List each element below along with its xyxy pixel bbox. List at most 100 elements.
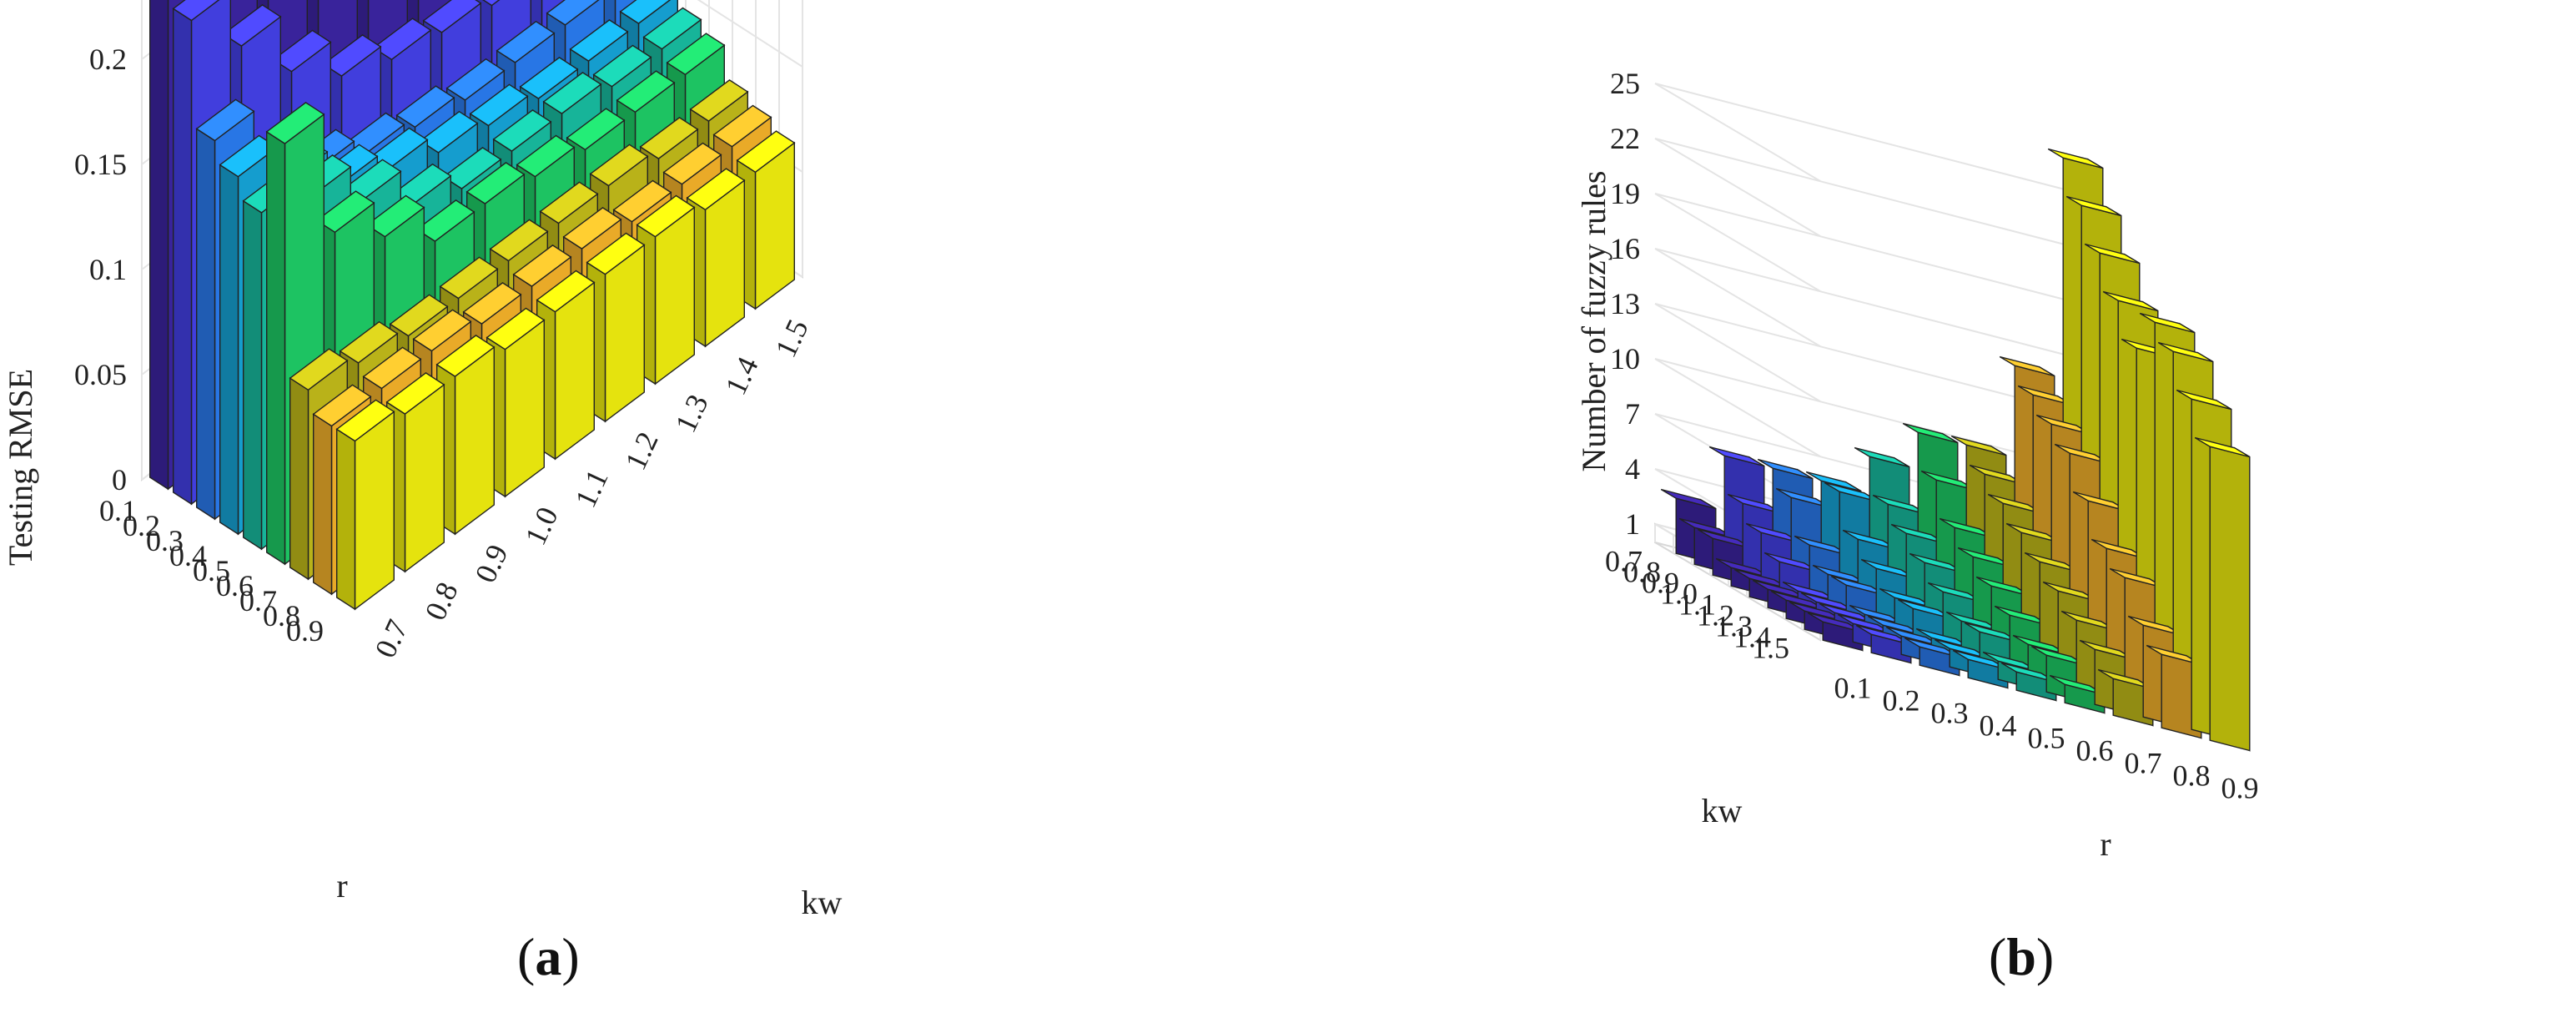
caption-a: (a) [517,926,580,988]
bar-top-face [389,294,449,337]
kw-axis-title: kw [802,884,843,918]
z-tick-label: 0.2 [89,43,127,76]
r-tick-label: 0.7 [2125,747,2162,780]
bar-top-face [586,232,646,275]
kw-tick-label: 1.1 [1678,588,1716,622]
kw-tick-label: 0.9 [1642,567,1679,600]
z-axis-title: Number of fuzzy rules [1575,171,1613,472]
z-tick-label: 16 [1610,232,1640,265]
bar-top-face [439,256,499,300]
r-tick-label: 0.2 [123,509,160,542]
bar-top-face [689,79,749,122]
grid-line [1654,248,2091,362]
kw-tick-label: 0.8 [418,577,464,626]
bar-front-face [243,199,263,551]
r-tick-label: 0.8 [2173,759,2211,793]
bar-top-face [489,219,549,262]
bar-top-face [546,0,600,26]
grid-line [1654,193,2091,307]
bar [385,372,445,573]
bar-top-face [335,399,395,442]
kw-axis-title: kw [1702,792,1743,829]
kw-tick-label: 0.7 [1605,545,1643,578]
bar [335,399,395,611]
bar-top-face [412,309,472,352]
bar-side-face [604,244,645,423]
bar-front-face [195,128,216,521]
grid-line [1654,248,1821,347]
bar-top-face [662,142,722,185]
bar-top-face [639,117,699,159]
r-tick-label: 0.8 [263,599,300,632]
grid-line [697,0,803,68]
bar-top-face [712,104,772,148]
r-tick-label: 0.9 [286,614,324,648]
kw-tick-label: 0.7 [368,615,414,663]
grid-line [1654,138,1821,237]
bar-top-face [445,58,506,101]
kw-tick-label: 1.5 [1752,632,1789,665]
grid-line [1654,358,1821,457]
bar-top-face [589,144,649,187]
bar-top-face [1805,471,1862,492]
bar-top-face [592,44,652,88]
z-axis-title: Testing RMSE [2,369,39,566]
bar-top-face [566,108,626,151]
bar-top-face [539,181,599,224]
kw-tick-label: 1.0 [1660,577,1698,611]
caption-open: ( [517,927,536,986]
bar-top-face [469,83,529,127]
bar-top-face [195,98,255,142]
bar-top-face [686,168,746,211]
bar [586,232,646,423]
bar-side-face [354,410,395,611]
bar-top-face [2194,436,2251,458]
bar-side-face [654,206,695,386]
bar-top-face [619,0,672,24]
r-tick-label: 0.9 [2221,772,2259,805]
bar-side-face [404,383,445,573]
caption-open: ( [1989,927,2007,986]
bar-side-face [454,345,495,536]
bar-top-face [222,4,282,47]
z-tick-label: 22 [1610,122,1640,155]
bar-top-face [736,130,796,174]
bar-top-face [465,162,526,204]
bar-front-face [313,413,333,596]
bar-top-face [512,244,572,287]
bar-top-face [312,384,372,427]
bar [435,335,496,536]
caption-close: ) [2035,927,2055,986]
bar-top-face [1708,446,1765,467]
bar-front-face [336,428,356,611]
bar-top-face [435,335,496,377]
bar [686,168,746,348]
bar-top-face [1757,458,1814,480]
bar [536,270,596,461]
caption-b: (b) [1989,926,2054,988]
bar-top-face [2102,290,2159,312]
bar-front-face [266,130,286,566]
bar-top-face [419,110,479,154]
bar-top-face [1950,435,2007,456]
caption-letter: b [2006,927,2036,986]
bar-top-face [492,109,552,152]
bar-top-face [339,320,399,364]
grid-line [1654,193,1821,292]
r-tick-label: 0.5 [2028,722,2065,755]
kw-tick-label: 1.5 [768,315,814,363]
bar-side-face [504,319,545,498]
bar-top-face [365,194,425,238]
bar-top-face [2084,243,2141,265]
z-tick-label: 7 [1625,397,1640,431]
bar-top-face [2047,148,2104,169]
z-tick-label: 0 [112,463,127,496]
r-tick-label: 0.4 [169,539,207,572]
caption-close: ) [561,927,580,986]
caption-letter: a [535,927,562,986]
bar-top-face [666,33,726,76]
bar-top-face [362,346,422,390]
bar [486,307,546,498]
bar-top-face [519,57,579,99]
